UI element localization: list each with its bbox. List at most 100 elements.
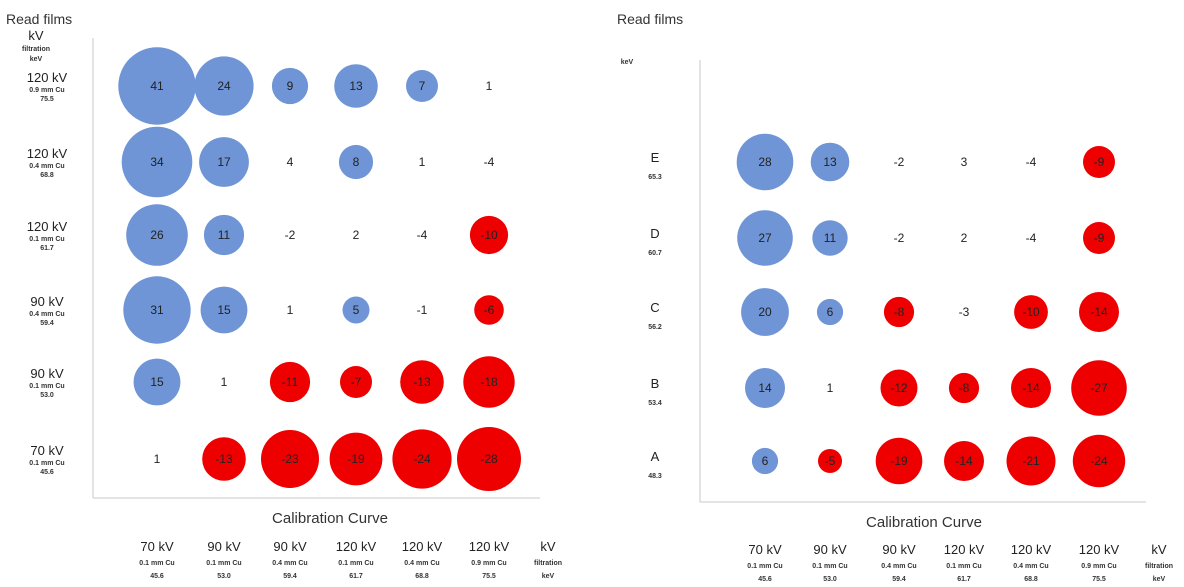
right-bubble	[1006, 436, 1056, 486]
left-row-filtration: 0.4 mm Cu	[29, 163, 64, 170]
left-bubble	[334, 64, 378, 108]
right-value-label: 6	[827, 305, 834, 319]
left-value-label: -23	[281, 452, 299, 466]
left-bubble	[123, 276, 191, 344]
left-row-kev: 53.0	[40, 392, 54, 399]
left-value-label: 2	[353, 228, 360, 242]
right-bubble	[1072, 434, 1126, 488]
right-value-label: 28	[758, 155, 772, 169]
right-value-label: -9	[1094, 231, 1105, 245]
right-col-kev: 68.8	[1024, 576, 1038, 583]
right-value-label: -27	[1090, 381, 1108, 395]
right-row-letter: B	[651, 376, 660, 391]
right-value-label: -8	[959, 381, 970, 395]
left-value-label: 1	[486, 79, 493, 93]
right-col-kv: 90 kV	[813, 542, 847, 557]
right-value-label: -9	[1094, 155, 1105, 169]
right-col-kv: 70 kV	[748, 542, 782, 557]
left-value-label: -2	[285, 228, 296, 242]
left-col-kev: 53.0	[217, 573, 231, 580]
left-value-label: 1	[154, 452, 161, 466]
right-value-label: 27	[758, 231, 772, 245]
right-bubble	[741, 288, 789, 336]
left-xheader-kev: keV	[542, 573, 555, 580]
left-bubble	[406, 70, 438, 102]
right-col-filtration: 0.1 mm Cu	[747, 563, 782, 570]
left-bubble	[269, 361, 311, 403]
left-bubble	[203, 214, 245, 256]
right-bubble	[1014, 295, 1048, 329]
right-xlabel: Calibration Curve	[866, 514, 982, 531]
right-value-label: 6	[762, 454, 769, 468]
left-value-label: 15	[150, 375, 164, 389]
right-ylabel: Read films	[617, 11, 683, 27]
right-row-letter: C	[650, 300, 659, 315]
left-value-label: 1	[419, 155, 426, 169]
right-col-filtration: 0.1 mm Cu	[812, 563, 847, 570]
left-col-kev: 68.8	[415, 573, 429, 580]
left-value-label: -11	[282, 375, 299, 389]
right-column-labels: 70 kV 0.1 mm Cu 45.6 90 kV 0.1 mm Cu 53.0 90 k…	[747, 542, 1119, 583]
left-bubble	[118, 47, 196, 125]
right-row-kev: 60.7	[648, 250, 662, 257]
left-bubble	[457, 427, 521, 491]
left-row-kev: 75.5	[40, 96, 54, 103]
right-value-label: -2	[894, 155, 905, 169]
left-bubble	[199, 137, 249, 187]
left-row-kev: 45.6	[40, 469, 54, 476]
right-bubble	[1071, 360, 1127, 416]
left-ylabel-sub-filtration: filtration	[22, 46, 50, 53]
right-col-kv: 120 kV	[1011, 542, 1052, 557]
left-value-label: -28	[480, 452, 498, 466]
right-bubble	[880, 369, 918, 407]
left-col-filtration: 0.1 mm Cu	[338, 560, 373, 567]
left-row-kev: 59.4	[40, 320, 54, 327]
right-value-label: -14	[1090, 305, 1108, 319]
left-col-kv: 90 kV	[207, 539, 241, 554]
right-value-label: -24	[1090, 454, 1108, 468]
left-row-filtration: 0.1 mm Cu	[29, 460, 64, 467]
left-row-filtration: 0.1 mm Cu	[29, 236, 64, 243]
left-col-kev: 59.4	[283, 573, 297, 580]
left-bubble	[202, 437, 246, 481]
left-bubble	[329, 432, 383, 486]
chart-right: Read films keV E 65.3 D 60.7 C 56.2 B 53.4 A 48.3…	[617, 11, 1173, 583]
left-value-label: 1	[287, 303, 294, 317]
left-bubble	[133, 358, 181, 406]
left-row-kev: 61.7	[40, 245, 54, 252]
right-value-label: 14	[758, 381, 772, 395]
left-value-label: 8	[353, 155, 360, 169]
left-xheader-filtration: filtration	[534, 560, 562, 567]
left-value-label: -13	[413, 375, 431, 389]
left-col-filtration: 0.1 mm Cu	[206, 560, 241, 567]
left-bubble	[126, 204, 188, 266]
right-value-label: -8	[894, 305, 905, 319]
chart-left: Read films kV filtration keV 120 kV 0.9 m…	[6, 11, 562, 580]
right-bubble	[736, 133, 794, 191]
right-bubble	[751, 447, 779, 475]
left-row-filtration: 0.1 mm Cu	[29, 383, 64, 390]
right-row-letter: E	[651, 150, 660, 165]
left-col-filtration: 0.1 mm Cu	[139, 560, 174, 567]
left-value-label: 41	[150, 79, 164, 93]
left-bubble	[261, 430, 319, 488]
right-bubble	[948, 372, 980, 404]
right-bubble	[1011, 368, 1051, 408]
left-xlabel: Calibration Curve	[272, 510, 388, 527]
right-value-label: 2	[961, 231, 968, 245]
right-xheader-kv: kV	[1151, 542, 1167, 557]
left-row-kv: 90 kV	[30, 294, 64, 309]
left-value-label: 13	[349, 79, 363, 93]
left-row-kv: 120 kV	[27, 146, 68, 161]
left-row-kv: 90 kV	[30, 366, 64, 381]
right-ylabel-sub-kev: keV	[621, 59, 634, 66]
right-value-label: 20	[758, 305, 772, 319]
right-col-kev: 53.0	[823, 576, 837, 583]
left-value-label: -4	[417, 228, 428, 242]
right-value-label: -4	[1026, 155, 1037, 169]
right-bubble	[816, 298, 844, 326]
right-value-label: -19	[890, 454, 908, 468]
left-bubble	[463, 356, 515, 408]
right-col-kev: 59.4	[892, 576, 906, 583]
